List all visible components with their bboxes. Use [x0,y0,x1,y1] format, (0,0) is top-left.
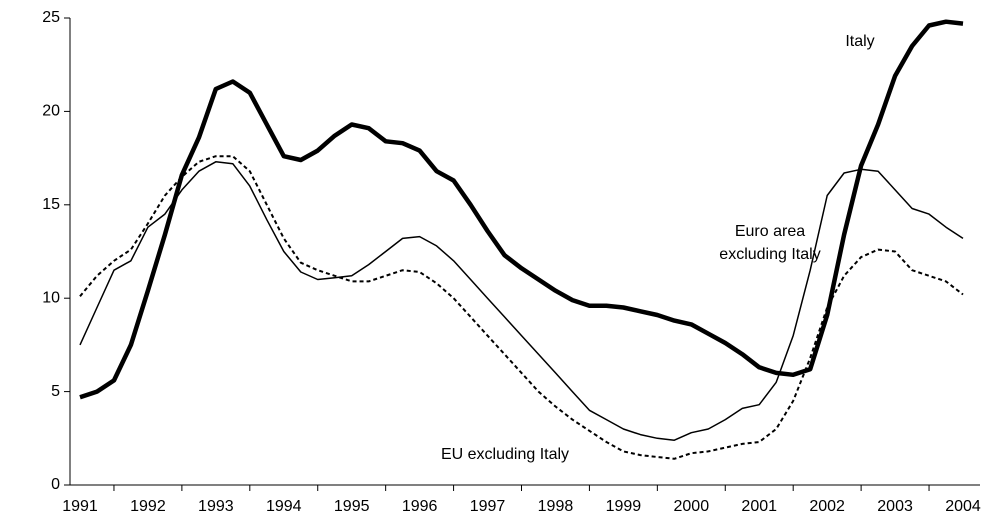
y-tick-label: 10 [42,289,60,306]
y-tick-label: 15 [42,196,60,213]
x-tick-label: 1993 [198,498,234,515]
y-tick-label: 0 [51,476,60,493]
x-tick-label: 1999 [606,498,642,515]
x-tick-label: 2003 [877,498,913,515]
series-line [79,19,964,400]
x-tick-label: 1991 [62,498,98,515]
series-line [79,161,964,441]
x-tick-label: 1994 [266,498,302,515]
x-tick-label: 2001 [741,498,777,515]
series-label: Euro area excluding Italy [719,223,821,263]
x-tick-label: 1997 [470,498,506,515]
x-tick-label: 1996 [402,498,438,515]
series-label: EU excluding Italy [440,446,570,463]
x-tick-label: 1998 [538,498,574,515]
x-tick-label: 1995 [334,498,370,515]
x-tick-label: 1992 [130,498,166,515]
y-tick-label: 5 [51,383,60,400]
x-tick-label: 2004 [945,498,981,515]
series-line [79,155,964,460]
y-tick-label: 25 [42,9,60,26]
y-tick-label: 20 [42,103,60,120]
x-tick-label: 2000 [674,498,710,515]
series-label: Italy [845,33,875,50]
x-tick-label: 2002 [809,498,845,515]
